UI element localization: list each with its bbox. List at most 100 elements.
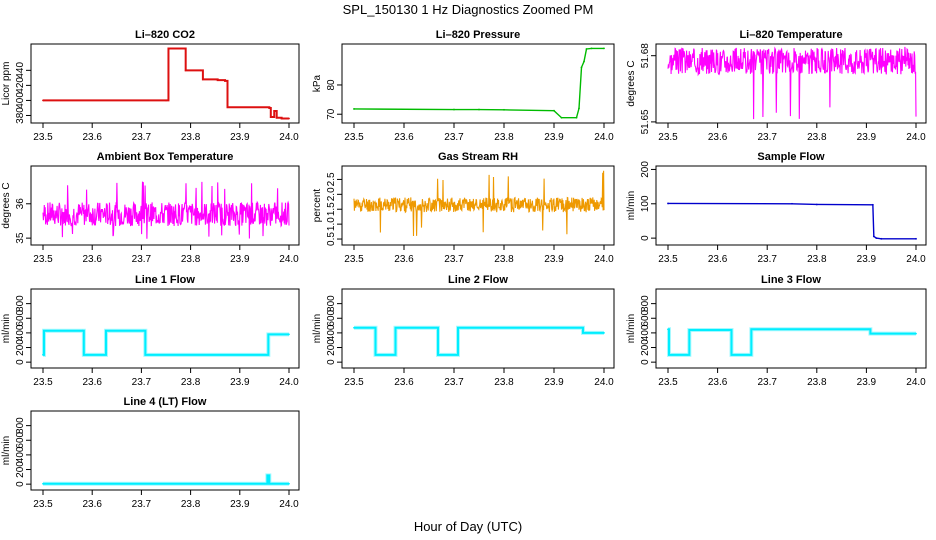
x-tick-label: 24.0: [279, 377, 299, 388]
y-axis-label: ml/min: [1, 314, 12, 343]
plot-frame: [30, 165, 300, 246]
series-band: [41, 328, 289, 357]
x-tick-label: 23.8: [494, 254, 514, 265]
series-sample-flow: [667, 202, 917, 240]
panel-title: Line 4 (LT) Flow: [124, 396, 207, 408]
y-tick-label: 100: [640, 195, 651, 212]
series-li-820-pressure: [353, 47, 605, 119]
y-tick-label: 440: [15, 62, 26, 79]
panel-title: Gas Stream RH: [438, 151, 518, 163]
x-tick-label: 23.9: [857, 132, 877, 143]
y-tick-label: 35: [15, 232, 26, 244]
panel-line-3-flow: Line 3 Flow 23.5 23.6 23.7 23.8 23.9 24.0 0 2004…: [626, 274, 927, 388]
figure-title: SPL_150130 1 Hz Diagnostics Zoomed PM: [343, 2, 594, 17]
y-tick-label: 36: [15, 198, 26, 210]
y-tick-label: 200: [640, 161, 651, 178]
series-line: [42, 329, 289, 356]
x-tick-label: 23.9: [230, 499, 250, 510]
series-gas-stream-rh: [353, 170, 605, 237]
y-tick-label: 0: [15, 481, 26, 487]
x-tick-label: 23.9: [857, 254, 877, 265]
panel-line-1-flow: Line 1 Flow 23.5 23.6 23.7 23.8 23.9 24.0 0 2004…: [1, 274, 300, 388]
y-axis-label: Licor ppm: [1, 62, 12, 106]
x-tick-label: 23.7: [444, 377, 464, 388]
x-tick-label: 23.5: [658, 377, 678, 388]
panel-line-2-flow: Line 2 Flow 23.5 23.6 23.7 23.8 23.9 24.0 0 2004…: [312, 274, 615, 388]
y-tick-label: 0.5: [326, 232, 337, 246]
series-line-1-flow: [41, 328, 290, 357]
series-li-820-co2: [42, 47, 290, 120]
y-tick-label: 400: [15, 92, 26, 109]
y-tick-label: 800: [15, 295, 26, 312]
x-tick-label: 23.7: [444, 254, 464, 265]
panel-sample-flow: Sample Flow 23.5 23.6 23.7 23.8 23.9 24.0 0 100 2…: [626, 151, 927, 265]
x-tick-label: 23.5: [33, 132, 53, 143]
plot-frame: [341, 43, 615, 124]
series-line: [354, 326, 604, 356]
y-tick-label: 0: [326, 359, 337, 365]
series-line: [353, 170, 605, 237]
panel-title: Line 2 Flow: [448, 274, 508, 286]
plot-frame: [655, 288, 927, 369]
x-tick-label: 23.8: [807, 132, 827, 143]
series-line-4-lt-flow: [42, 473, 290, 486]
y-axis-label: ml/min: [626, 314, 637, 343]
x-tick-label: 23.6: [82, 132, 102, 143]
x-tick-label: 23.6: [82, 499, 102, 510]
x-tick-label: 23.5: [344, 254, 364, 265]
panel-line-4-lt-flow: Line 4 (LT) Flow 23.5 23.6 23.7 23.8 23.9 24.0…: [1, 396, 300, 510]
x-tick-label: 23.5: [33, 254, 53, 265]
panel-title: Li–820 CO2: [135, 29, 195, 41]
x-tick-label: 23.9: [857, 377, 877, 388]
x-tick-label: 24.0: [279, 254, 299, 265]
plot-frame: [30, 410, 300, 491]
series-band: [43, 473, 289, 486]
panel-li-820-pressure: Li–820 Pressure 23.5 23.6 23.7 23.8 23.9 24.0 7…: [312, 29, 615, 143]
x-tick-label: 23.6: [708, 377, 728, 388]
x-tick-label: 24.0: [906, 132, 926, 143]
plot-frame: [341, 288, 615, 369]
x-tick-label: 24.0: [906, 377, 926, 388]
plot-frame: [655, 165, 927, 246]
series-line: [43, 474, 289, 485]
x-tick-label: 23.9: [544, 132, 564, 143]
y-axis-label: percent: [312, 189, 323, 223]
panel-title: Line 1 Flow: [135, 274, 195, 286]
x-tick-label: 23.8: [181, 377, 201, 388]
y-tick-label: 800: [15, 417, 26, 434]
x-tick-label: 23.8: [807, 254, 827, 265]
panel-li-820-temperature: Li–820 Temperature 23.5 23.6 23.7 23.8 23.9 24…: [626, 29, 927, 143]
x-tick-label: 23.8: [807, 377, 827, 388]
y-tick-label: 400: [15, 324, 26, 341]
x-tick-label: 23.5: [344, 377, 364, 388]
x-tick-label: 23.7: [132, 499, 152, 510]
x-tick-label: 24.0: [594, 132, 614, 143]
x-tick-label: 24.0: [594, 377, 614, 388]
y-tick-label: 2.0: [326, 187, 337, 201]
plot-frame: [655, 43, 927, 124]
panel-title: Li–820 Pressure: [436, 29, 520, 41]
x-tick-label: 23.8: [494, 132, 514, 143]
x-tick-label: 23.9: [544, 254, 564, 265]
x-tick-label: 23.5: [33, 499, 53, 510]
x-tick-label: 23.7: [757, 377, 777, 388]
x-tick-label: 23.7: [444, 132, 464, 143]
y-tick-label: 400: [15, 446, 26, 463]
y-tick-label: 2.5: [326, 172, 337, 186]
x-tick-label: 23.6: [394, 254, 414, 265]
series-band: [666, 327, 916, 357]
y-tick-label: 200: [15, 339, 26, 356]
y-tick-label: 200: [640, 339, 651, 356]
plot-frame: [30, 43, 300, 124]
y-tick-label: 600: [326, 309, 337, 326]
x-tick-label: 23.6: [82, 254, 102, 265]
series-line: [667, 328, 916, 356]
panel-title: Sample Flow: [757, 151, 825, 163]
series-line-2-flow: [353, 325, 605, 357]
y-tick-label: 600: [15, 309, 26, 326]
y-tick-label: 0: [640, 235, 651, 241]
panel-title: Ambient Box Temperature: [97, 151, 234, 163]
y-axis-label: ml/min: [626, 191, 637, 220]
y-tick-label: 380: [15, 107, 26, 124]
panel-ambient-box-temperature: Ambient Box Temperature 23.5 23.6 23.7 23.8 2…: [1, 151, 300, 265]
